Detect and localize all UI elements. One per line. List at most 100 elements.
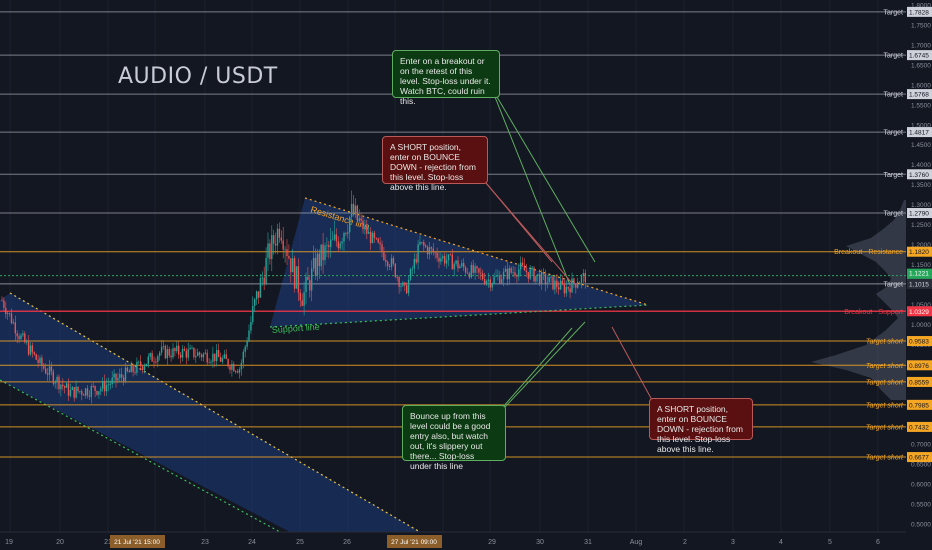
candle-body [341, 241, 343, 244]
candle-body [438, 257, 440, 262]
candle-body [472, 264, 474, 273]
candle-body [523, 265, 526, 271]
candle-body [58, 376, 60, 390]
candle-body [141, 366, 144, 370]
short-note-top-connector-b [485, 182, 573, 284]
candle-body [255, 291, 258, 300]
candle-body [400, 285, 402, 287]
level-label-4: Target [884, 172, 904, 179]
candle-body [436, 252, 438, 258]
candle-body [312, 257, 315, 269]
candle-body [271, 235, 273, 260]
candle-body [307, 276, 309, 281]
candle-body [7, 313, 9, 315]
candle-body [428, 247, 431, 255]
candle-body [445, 260, 448, 264]
candle-body [430, 247, 433, 249]
candle-body [198, 352, 201, 355]
candle-body [102, 380, 104, 389]
candle-body [189, 347, 191, 350]
candle-body [303, 292, 305, 306]
candle-body [502, 271, 505, 280]
candle-body [119, 374, 121, 378]
candle-body [383, 252, 385, 261]
candle-body [166, 349, 168, 359]
candle-body [254, 299, 256, 306]
candle-body [554, 280, 556, 290]
time-axis-background [0, 532, 932, 550]
price-badge-text-5: 1.2790 [909, 211, 929, 218]
price-badge-text-14: 0.6677 [909, 455, 929, 462]
price-badge-5 [907, 208, 932, 219]
price-badge-4 [907, 169, 932, 180]
time-tick-4: 24 [248, 539, 256, 546]
candle-body [157, 356, 159, 362]
price-tick-6: 1.5000 [911, 122, 931, 129]
candle-body [223, 354, 225, 359]
candle-body [398, 277, 400, 287]
candle-body [35, 354, 37, 360]
time-tick-13: 4 [779, 539, 783, 546]
candle-body [115, 373, 117, 381]
candle-body [128, 371, 130, 373]
candle-body [88, 395, 91, 397]
candle-body [451, 254, 453, 270]
candle-body [31, 345, 34, 353]
candle-body [92, 385, 94, 387]
candle-body [3, 300, 5, 308]
highlight-date-badge-2 [387, 535, 442, 548]
candle-body [187, 349, 189, 358]
candle-body [425, 245, 427, 247]
candle-body [244, 346, 246, 352]
candle-body [221, 358, 224, 362]
candle-body [368, 231, 370, 234]
candle-body [14, 322, 16, 334]
candle-body [559, 280, 562, 290]
candle-body [46, 373, 49, 375]
candle-body [468, 273, 471, 278]
candle-body [512, 272, 514, 274]
candle-body [299, 292, 301, 301]
candle-body [449, 254, 452, 256]
level-label-5: Target [884, 211, 904, 218]
candle-body [447, 254, 450, 261]
candle-body [172, 348, 174, 358]
candle-body [24, 333, 26, 343]
candle-body [18, 336, 20, 340]
candle-body [84, 388, 87, 396]
candle-body [578, 282, 581, 285]
candle-body [331, 239, 334, 241]
candle-body [455, 260, 457, 264]
candle-body [26, 341, 28, 343]
candle-body [504, 268, 507, 272]
level-label-8: Breakout - Support [844, 309, 903, 316]
candle-body [529, 269, 531, 279]
candle-body [170, 355, 172, 358]
candle-body [404, 282, 406, 286]
price-tick-3: 1.6500 [911, 62, 931, 69]
support-trendline [269, 304, 649, 328]
candle-body [179, 354, 182, 358]
candle-body [464, 267, 467, 273]
triangle-pattern-fill [270, 198, 648, 327]
candle-body [69, 389, 72, 396]
candle-body [459, 266, 461, 269]
time-tick-0: 19 [5, 539, 13, 546]
candle-body [136, 361, 138, 373]
candle-body [147, 356, 149, 364]
candle-body [463, 263, 465, 268]
time-tick-1: 20 [56, 539, 64, 546]
candle-body [510, 268, 512, 273]
candle-body [103, 380, 106, 392]
price-badge-3 [907, 127, 932, 138]
candle-body [111, 377, 113, 385]
candle-body [109, 384, 111, 385]
candle-body [160, 346, 163, 353]
candle-body [561, 280, 564, 284]
candle-body [497, 275, 499, 277]
candle-body [337, 241, 339, 249]
candle-body [567, 286, 569, 289]
time-tick-14: 5 [828, 539, 832, 546]
candle-body [64, 386, 66, 388]
level-label-13: Target short [866, 424, 904, 431]
